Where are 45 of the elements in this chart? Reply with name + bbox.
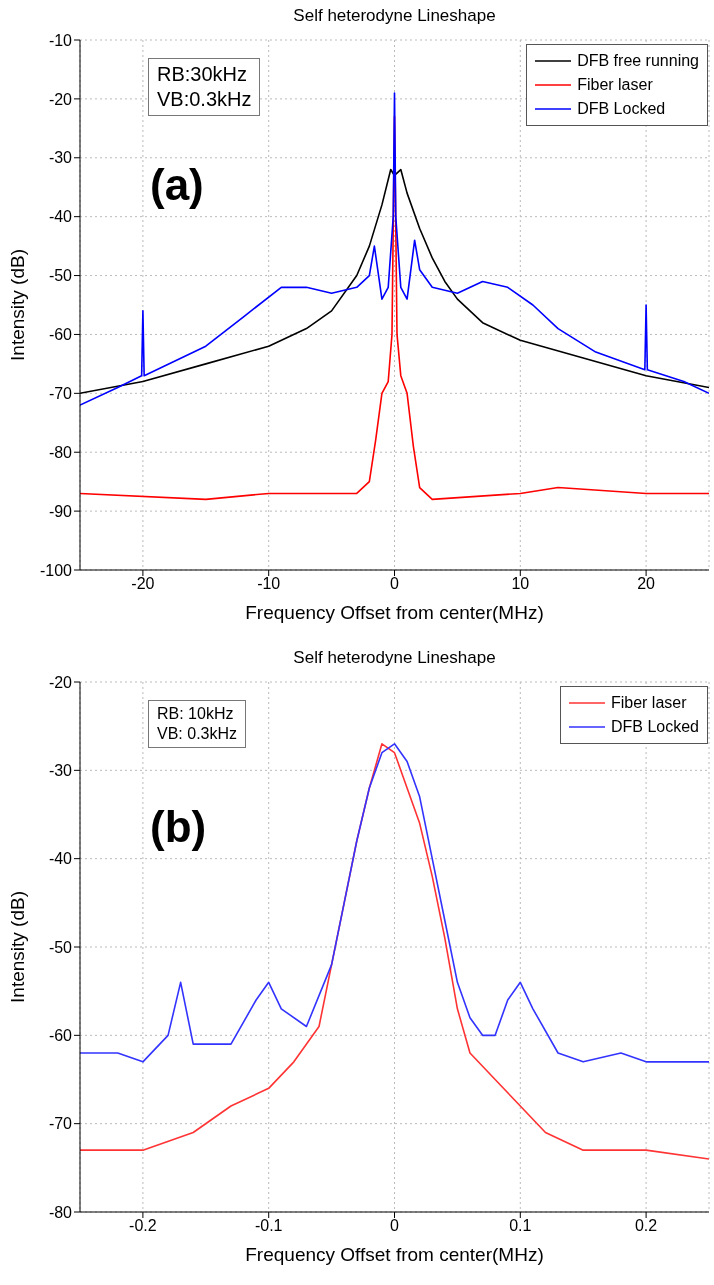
- annotation: RB:30kHz: [157, 62, 249, 87]
- y-tick-label: -50: [48, 267, 73, 285]
- chart-title: Self heterodyne Lineshape: [292, 6, 497, 26]
- y-axis-title: Intensity (dB): [7, 249, 29, 361]
- x-axis-title: Frequency Offset from center(MHz): [244, 602, 545, 624]
- x-tick-label: -0.2: [129, 1217, 157, 1235]
- legend-label: DFB Locked: [577, 99, 666, 119]
- y-tick-label: -10: [48, 31, 73, 49]
- chart-title: Self heterodyne Lineshape: [292, 648, 497, 668]
- y-axis-title: Intensity (dB): [7, 891, 29, 1003]
- y-tick-label: -40: [48, 850, 73, 868]
- y-tick-label: -50: [48, 938, 73, 956]
- x-tick-label: 0.2: [634, 1217, 658, 1235]
- x-tick-label: 0: [390, 575, 400, 593]
- annotation: VB:0.3kHz: [157, 87, 252, 112]
- y-tick-label: -80: [48, 443, 73, 461]
- y-tick-label: -40: [48, 208, 73, 226]
- legend-label: Fiber laser: [577, 75, 653, 95]
- legend-label: DFB free running: [577, 51, 699, 71]
- annotation: RB: 10kHz: [157, 704, 235, 724]
- y-tick-label: -30: [48, 762, 73, 780]
- annotation: (b): [150, 802, 207, 852]
- line-series: [80, 743, 709, 1063]
- x-tick-label: 0.1: [509, 1217, 532, 1235]
- y-tick-label: -90: [48, 502, 73, 520]
- y-tick-label: -20: [48, 673, 73, 691]
- y-tick-label: -100: [39, 561, 73, 579]
- y-tick-label: -80: [48, 1203, 73, 1221]
- annotation: (a): [150, 160, 204, 210]
- y-tick-label: -30: [48, 149, 73, 167]
- y-tick-label: -70: [48, 1115, 73, 1133]
- y-tick-label: -70: [48, 385, 73, 403]
- y-tick-label: -60: [48, 1027, 73, 1045]
- x-tick-label: -20: [131, 575, 155, 593]
- x-axis-title: Frequency Offset from center(MHz): [244, 1244, 545, 1266]
- x-tick-label: -0.1: [254, 1217, 283, 1235]
- y-tick-label: -60: [48, 326, 73, 344]
- x-tick-label: 10: [511, 575, 530, 593]
- x-tick-label: 0: [390, 1217, 400, 1235]
- legend-label: Fiber laser: [610, 693, 687, 713]
- legend-label: DFB Locked: [610, 717, 699, 737]
- x-tick-label: 20: [637, 575, 656, 593]
- x-tick-label: -10: [257, 575, 281, 593]
- annotation: VB: 0.3kHz: [157, 724, 238, 744]
- y-tick-label: -20: [48, 90, 73, 108]
